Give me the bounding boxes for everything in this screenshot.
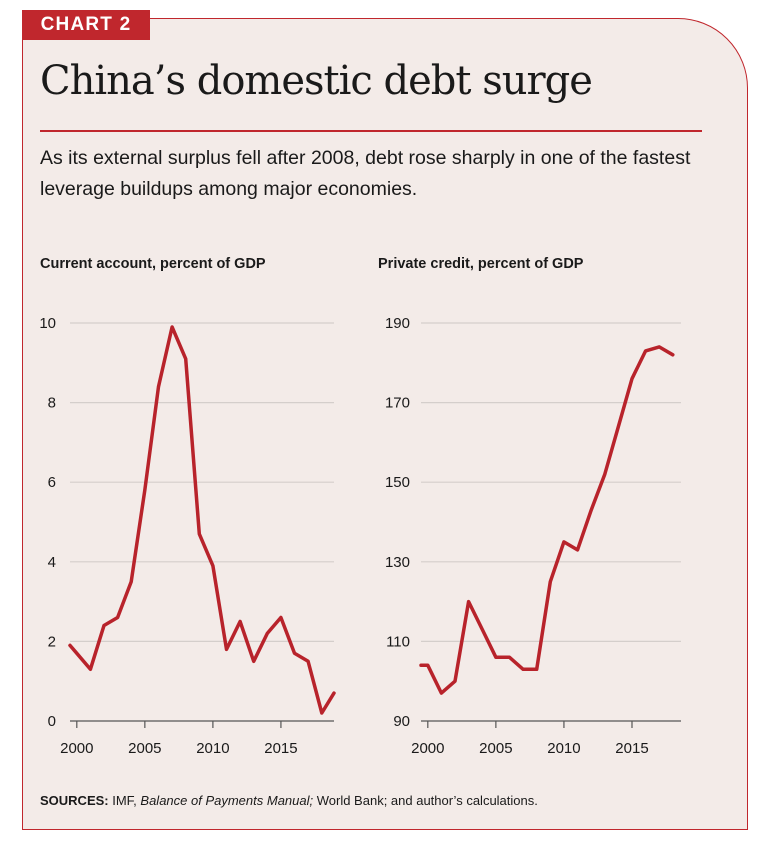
x-tick-label: 2010 [547,740,580,757]
y-tick-label: 130 [385,554,410,571]
page-subtitle: As its external surplus fell after 2008,… [40,147,691,200]
sources-text-2: World Bank; and author’s calculations. [313,793,538,808]
x-tick-label: 2000 [411,740,444,757]
series-line [68,325,336,715]
y-tick-label: 0 [48,713,56,730]
chart-tag: CHART 2 [22,10,150,40]
page-title: China’s domestic debt surge [40,58,593,104]
x-tick-label: 2010 [196,740,229,757]
sources-label: SOURCES: [40,793,109,808]
series-line [419,345,675,695]
x-tick-label: 2005 [128,740,161,757]
x-tick-label: 2015 [264,740,297,757]
y-tick-label: 110 [386,633,410,650]
y-tick-label: 10 [39,315,56,332]
sources-italic: Balance of Payments Manual; [140,793,314,808]
sources-text-1: IMF, [108,793,141,808]
panel-private-credit: Private credit, percent of GDP 90 110 130 15… [378,256,681,757]
y-tick-label: 8 [48,395,56,412]
chart-frame [22,18,748,830]
x-tick-label: 2005 [479,740,512,757]
title-divider [40,130,702,132]
sources-note: SOURCES: IMF, Balance of Payments Manual… [40,793,538,808]
panel-current-account: Current account, percent of GDP 0 2 4 6 8 10 20… [39,256,336,757]
y-tick-label: 190 [385,315,410,332]
x-tick-label: 2000 [60,740,93,757]
y-tick-label: 170 [385,395,410,412]
x-tick-label: 2015 [615,740,648,757]
panel-title: Current account, percent of GDP [40,256,266,272]
y-tick-label: 4 [48,554,56,571]
y-tick-label: 90 [393,713,410,730]
y-tick-label: 6 [48,474,56,491]
y-tick-label: 150 [385,474,410,491]
y-tick-label: 2 [48,633,56,650]
panel-title: Private credit, percent of GDP [378,256,584,272]
